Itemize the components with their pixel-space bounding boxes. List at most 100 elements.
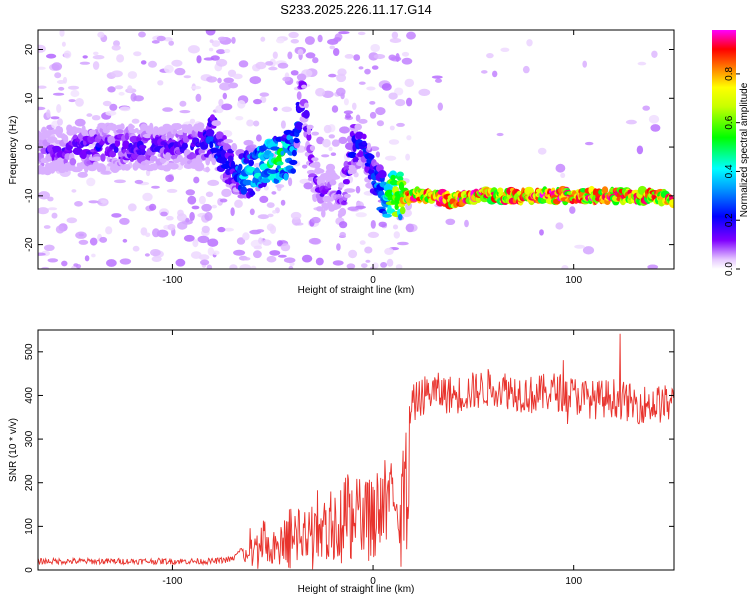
chart-title: S233.2025.226.11.17.G14	[280, 2, 432, 17]
y-tick-label: 0	[24, 144, 35, 150]
spectral-ridge-point	[205, 129, 215, 137]
spectral-blob	[526, 39, 533, 47]
spectral-blob	[464, 219, 469, 228]
spectral-blob	[331, 105, 339, 113]
spectral-blob	[569, 206, 576, 214]
snr-y-label: SNR (10 * v/v)	[8, 418, 19, 482]
spectral-blob	[47, 258, 59, 263]
spectral-blob	[401, 57, 413, 65]
spectral-blob	[322, 138, 331, 148]
spectral-blob	[405, 223, 415, 233]
spectral-blob	[266, 255, 277, 263]
spectral-ridge-point	[260, 178, 271, 184]
spectral-blob	[202, 167, 211, 173]
spectral-ridge-point	[116, 129, 124, 134]
spectral-blob	[394, 87, 404, 96]
spectral-blob	[281, 106, 293, 113]
spectral-blob	[397, 241, 409, 246]
y-tick-label: -20	[24, 237, 35, 252]
spectral-blob	[393, 231, 400, 239]
spectral-blob	[114, 179, 126, 184]
spectral-blob	[55, 225, 65, 234]
spectral-ridge-point	[211, 120, 221, 127]
spectral-ridge-point	[249, 191, 256, 196]
spectral-blob	[210, 55, 220, 61]
spectral-blob	[650, 124, 661, 132]
spectral-ridge-point	[601, 186, 609, 195]
spectral-ridge-point	[311, 157, 319, 162]
spectral-blob	[217, 36, 227, 42]
spectral-blob	[185, 189, 195, 196]
spectral-blob	[71, 189, 77, 193]
spectral-blob	[119, 106, 131, 112]
spectral-ridge-point	[347, 151, 357, 159]
spectral-ridge-point	[181, 142, 188, 150]
spectral-blob	[282, 76, 291, 82]
spectral-blob	[560, 172, 566, 178]
spectral-blob	[140, 60, 147, 65]
spectral-blob	[358, 66, 364, 70]
spectral-blob	[336, 73, 347, 83]
spectral-blob	[315, 257, 324, 266]
spectral-blob	[297, 49, 304, 56]
spectral-ridge-point	[314, 161, 321, 169]
spectral-blob	[133, 51, 142, 57]
spectral-blob	[179, 110, 191, 114]
snr-frame	[37, 329, 675, 571]
spectral-blob	[366, 86, 376, 91]
spectral-blob	[395, 264, 403, 269]
spectral-ridge-point	[124, 132, 130, 141]
spectral-blob	[152, 228, 160, 238]
spectral-blob	[127, 71, 138, 79]
spectral-blob	[122, 238, 128, 243]
spectral-blob	[216, 49, 226, 55]
spectral-ridge-point	[394, 203, 399, 210]
spectral-ridge-point	[237, 194, 246, 199]
spectral-blob	[105, 226, 113, 235]
spectral-ridge-point	[92, 156, 102, 162]
spectral-blob	[166, 188, 178, 193]
spectral-ridge-point	[113, 146, 119, 153]
spectral-blob	[323, 124, 332, 134]
spectral-blob	[311, 131, 320, 136]
spectral-blob	[73, 263, 79, 267]
spectral-blob	[268, 66, 278, 71]
spectral-blob	[406, 97, 413, 107]
spectral-blob	[109, 103, 118, 111]
spectral-blob	[364, 68, 371, 75]
spectral-ridge-point	[390, 174, 396, 181]
spectral-ridge-point	[382, 213, 392, 218]
spectral-blob	[195, 93, 202, 102]
spectrogram-y-label: Frequency (Hz)	[8, 116, 19, 185]
spectral-blob	[151, 185, 160, 189]
spectral-blob	[369, 101, 376, 105]
spectral-blob	[86, 113, 93, 117]
spectral-blob	[388, 54, 397, 61]
spectral-blob	[219, 198, 228, 203]
colorbar-tick-label: 0.8	[724, 67, 735, 81]
spectral-ridge-point	[223, 139, 234, 144]
spectral-blob	[253, 245, 263, 250]
spectral-ridge-point	[164, 152, 172, 161]
spectral-blob	[175, 258, 186, 267]
spectral-blob	[637, 61, 647, 66]
spectral-ridge-point	[338, 182, 345, 188]
spectral-ridge-point	[114, 139, 121, 147]
spectral-ridge-point	[317, 195, 325, 204]
spectral-blob	[211, 40, 221, 47]
spectral-ridge-point	[248, 159, 255, 167]
spectral-blob	[99, 236, 108, 243]
spectral-blob	[365, 259, 371, 263]
spectral-blob	[290, 70, 299, 76]
spectral-blob	[315, 87, 326, 97]
spectral-blob	[328, 146, 333, 152]
spectral-blob	[92, 55, 105, 60]
spectral-blob	[255, 61, 267, 70]
spectral-ridge-point	[389, 179, 399, 186]
x-tick-label: -100	[162, 275, 182, 286]
spectral-blob	[243, 139, 254, 146]
spectral-blob	[157, 80, 164, 86]
spectral-blob	[127, 203, 137, 212]
spectral-blob	[63, 50, 72, 59]
spectral-ridge-point	[215, 131, 224, 141]
